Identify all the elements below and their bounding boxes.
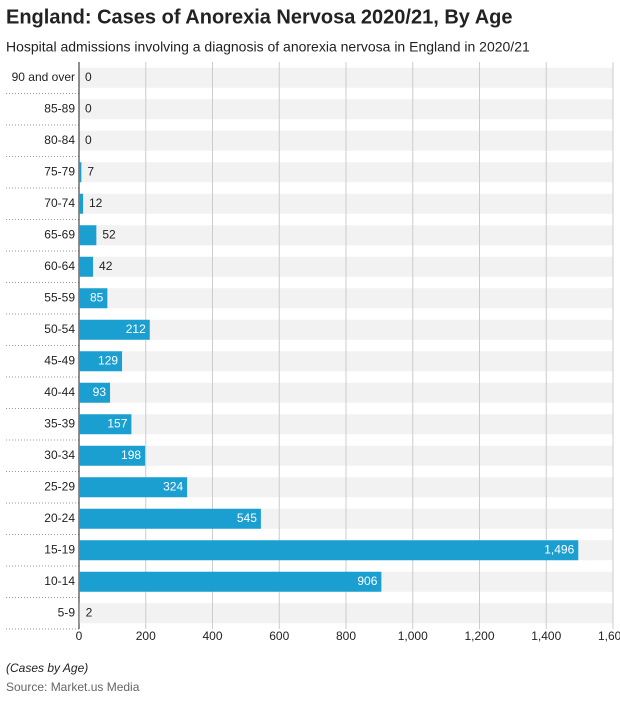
- chart-title: England: Cases of Anorexia Nervosa 2020/…: [6, 6, 513, 28]
- y-tick-label: 50-54: [44, 322, 75, 336]
- bar: [79, 225, 97, 246]
- bar: [79, 445, 146, 466]
- x-tick-label: 400: [202, 629, 222, 643]
- x-tick-label: 1,200: [464, 629, 494, 643]
- bar: [79, 508, 261, 529]
- y-tick-label: 10-14: [44, 574, 75, 588]
- x-tick-label: 1,600: [598, 629, 620, 643]
- data-label: 212: [126, 322, 146, 336]
- y-tick-label: 60-64: [44, 259, 75, 273]
- y-tick-label: 65-69: [44, 227, 75, 241]
- data-label: 0: [85, 133, 92, 147]
- data-label: 1,496: [544, 542, 574, 556]
- data-label: 52: [102, 227, 116, 241]
- data-label: 129: [98, 353, 118, 367]
- y-tick-label: 85-89: [44, 101, 75, 115]
- data-label: 85: [90, 290, 104, 304]
- x-tick-label: 200: [136, 629, 156, 643]
- data-label: 198: [121, 448, 141, 462]
- y-tick-label: 25-29: [44, 479, 75, 493]
- y-tick-label: 90 and over: [12, 70, 75, 84]
- bar: [79, 288, 108, 309]
- data-label: 906: [357, 574, 377, 588]
- x-tick-label: 0: [76, 629, 83, 643]
- y-tick-label: 40-44: [44, 385, 75, 399]
- x-tick-label: 1,400: [531, 629, 561, 643]
- bar: [79, 256, 94, 277]
- bar: [79, 540, 579, 561]
- y-tick-label: 20-24: [44, 511, 75, 525]
- bar: [79, 382, 111, 403]
- y-tick-label: 45-49: [44, 353, 75, 367]
- note: (Cases by Age): [6, 661, 88, 675]
- data-label: 2: [86, 605, 93, 619]
- data-label: 324: [163, 479, 183, 493]
- bar: [79, 571, 382, 592]
- y-tick-label: 70-74: [44, 196, 75, 210]
- bar: [79, 414, 132, 435]
- bar: [79, 603, 80, 624]
- data-label: 0: [85, 70, 92, 84]
- y-tick-label: 35-39: [44, 416, 75, 430]
- source: Source: Market.us Media: [6, 680, 140, 694]
- y-tick-label: 80-84: [44, 133, 75, 147]
- data-label: 545: [237, 511, 257, 525]
- data-label: 42: [99, 259, 113, 273]
- x-tick-label: 800: [336, 629, 356, 643]
- bar: [79, 351, 123, 372]
- y-tick-label: 5-9: [58, 605, 76, 619]
- chart-subtitle: Hospital admissions involving a diagnosi…: [6, 39, 530, 55]
- y-tick-label: 75-79: [44, 164, 75, 178]
- bar: [79, 193, 84, 214]
- data-label: 157: [107, 416, 127, 430]
- bar: [79, 319, 150, 340]
- x-tick-label: 600: [269, 629, 289, 643]
- data-label: 0: [85, 101, 92, 115]
- y-tick-label: 55-59: [44, 290, 75, 304]
- x-tick-label: 1,000: [398, 629, 428, 643]
- y-tick-label: 30-34: [44, 448, 75, 462]
- bar: [79, 162, 82, 183]
- bar: [79, 477, 188, 498]
- data-label: 12: [89, 196, 103, 210]
- y-tick-label: 15-19: [44, 542, 75, 556]
- data-label: 7: [87, 164, 94, 178]
- data-label: 93: [93, 385, 107, 399]
